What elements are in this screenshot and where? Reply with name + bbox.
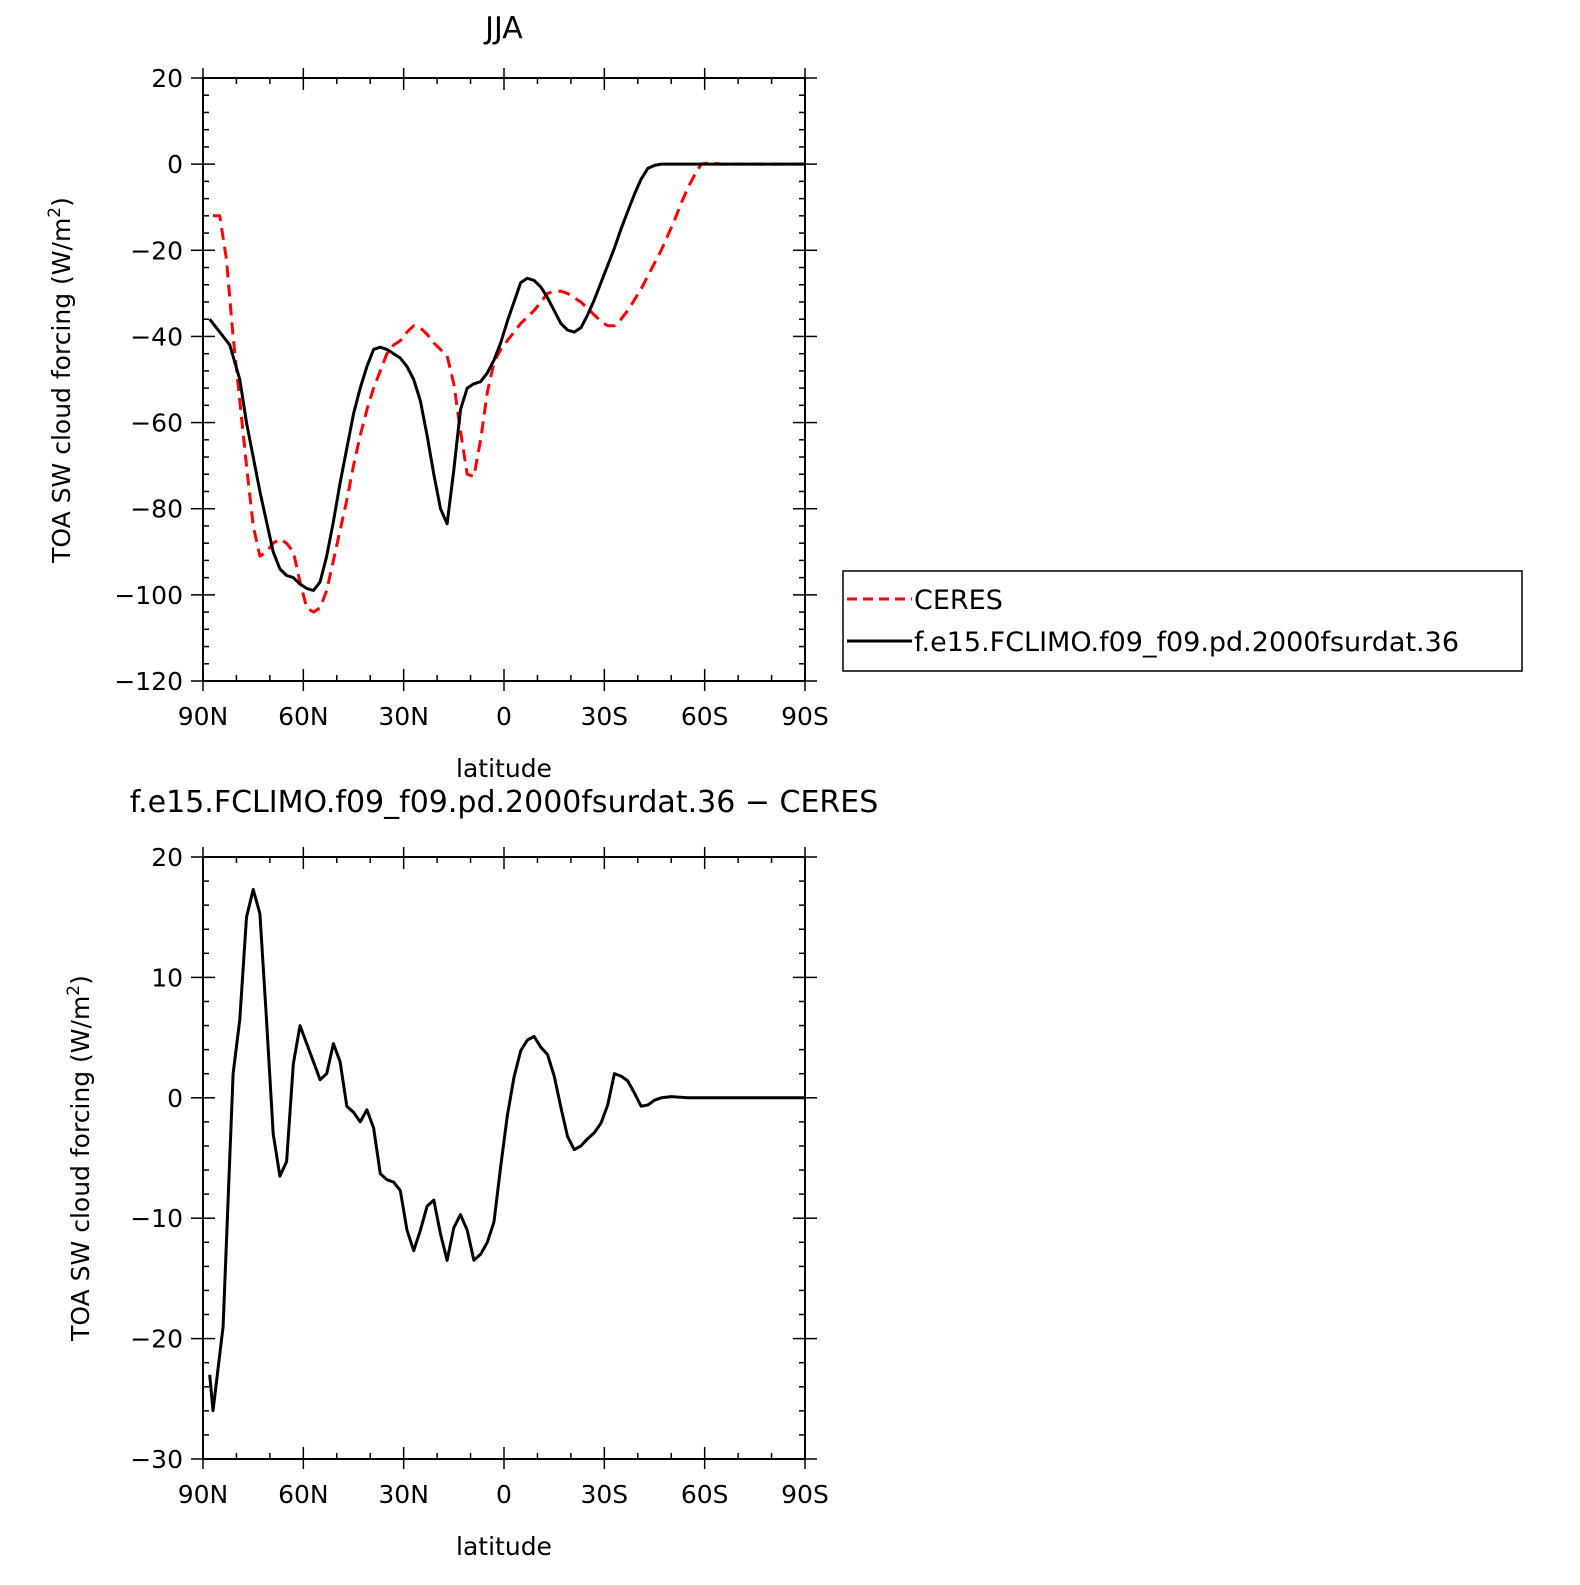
chart-title-top: JJA (483, 11, 523, 46)
top-y-tick-label: 0 (167, 150, 183, 179)
top-series-group (208, 161, 805, 614)
bottom-x-tick-label: 60N (278, 1480, 329, 1509)
bottom-series-line-difference (208, 888, 805, 1413)
bottom-x-tick-label: 60S (681, 1480, 729, 1509)
top-y-axis-label: TOA SW cloud forcing (W/m2) (45, 197, 76, 564)
top-x-axis-label: latitude (456, 754, 552, 783)
top-y-tick-label: −40 (130, 322, 183, 351)
top-plot-frame (202, 77, 806, 682)
legend-label-ceres: CERES (914, 585, 1003, 616)
top-series-line-ceres (213, 161, 805, 614)
bottom-x-axis-label: latitude (456, 1532, 552, 1561)
bottom-axes: 90N 60N 30N 0 30S 60S 90S 20 10 0 −10 −20 −30 (130, 843, 829, 1509)
top-y-tick-label: −100 (114, 581, 183, 610)
bottom-y-tick-label: 10 (151, 963, 183, 992)
top-series-line-model (208, 162, 805, 592)
top-x-tick-label: 90S (781, 702, 829, 731)
bottom-x-tick-label: 30N (378, 1480, 429, 1509)
bottom-x-tick-label: 90S (781, 1480, 829, 1509)
bottom-y-tick-label: 0 (167, 1084, 183, 1113)
top-x-tick-label: 60S (681, 702, 729, 731)
top-x-tick-label: 90N (178, 702, 229, 731)
legend: CERES f.e15.FCLIMO.f09_f09.pd.2000fsurda… (842, 570, 1523, 672)
top-axes: 90N 60N 30N 0 30S 60S 90S 20 0 −20 −40 −60 −80 −100 −1… (114, 64, 829, 731)
top-x-tick-label: 0 (496, 702, 512, 731)
top-y-tick-label: −120 (114, 667, 183, 696)
bottom-y-tick-label: −10 (130, 1204, 183, 1233)
bottom-y-tick-label: −30 (130, 1445, 183, 1474)
top-y-tick-label: −80 (130, 495, 183, 524)
bottom-y-tick-label: −20 (130, 1325, 183, 1354)
bottom-x-tick-label: 0 (496, 1480, 512, 1509)
chart-title-bottom: f.e15.FCLIMO.f09_f09.pd.2000fsurdat.36 −… (130, 785, 879, 820)
top-x-tick-label: 60N (278, 702, 329, 731)
legend-label-model: f.e15.FCLIMO.f09_f09.pd.2000fsurdat.36 (914, 627, 1459, 658)
legend-box (842, 570, 1523, 672)
top-y-tick-label: −20 (130, 236, 183, 265)
bottom-plot-frame (202, 856, 806, 1460)
bottom-series-group (208, 888, 805, 1413)
bottom-y-tick-label: 20 (151, 843, 183, 872)
bottom-x-tick-label: 90N (178, 1480, 229, 1509)
top-x-tick-label: 30S (580, 702, 628, 731)
bottom-x-tick-label: 30S (580, 1480, 628, 1509)
top-y-tick-label: 20 (151, 64, 183, 93)
top-y-tick-label: −60 (130, 409, 183, 438)
top-x-tick-label: 30N (378, 702, 429, 731)
bottom-y-axis-label: TOA SW cloud forcing (W/m2) (64, 975, 95, 1342)
